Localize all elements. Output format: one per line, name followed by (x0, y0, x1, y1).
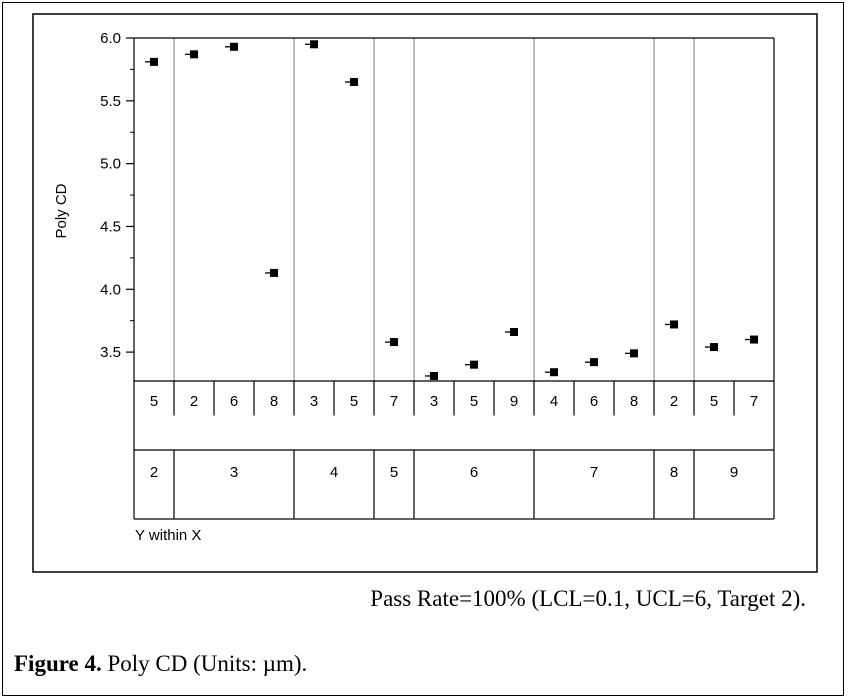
figure-caption: Figure 4. Poly CD (Units: µm). (14, 651, 307, 677)
data-point (190, 50, 198, 59)
x-axis-title: Y within X (135, 527, 201, 544)
data-point (630, 349, 638, 358)
data-point (550, 368, 558, 377)
x-cell-label: 8 (670, 464, 678, 481)
plot-area: 6.0 5.5 5.0 4.5 4.0 3.5 5 2 6 8 3 5 7 3 5 9 4 6 8 2 5 7 2 3 4 5 6 7… (100, 30, 775, 520)
y-cell-label: 4 (550, 393, 558, 410)
y-cell-label: 7 (750, 393, 758, 410)
y-cell-label: 3 (430, 393, 438, 410)
y-cell-label: 8 (270, 393, 278, 410)
y-cell-label: 5 (710, 393, 718, 410)
y-tick-label: 4.5 (100, 218, 121, 235)
y-cell-label: 6 (590, 393, 598, 410)
data-point (390, 338, 398, 347)
y-cell-label: 2 (190, 393, 198, 410)
y-tick-label: 5.0 (100, 156, 121, 173)
y-cell-label: 5 (150, 393, 158, 410)
y-cell-label: 9 (510, 393, 518, 410)
x-cell-label: 9 (730, 464, 738, 481)
x-cell-label: 5 (390, 464, 398, 481)
y-tick-label: 3.5 (100, 344, 121, 361)
x-cell-label: 3 (230, 464, 238, 481)
y-axis-title: Poly CD (53, 183, 70, 238)
data-point (310, 40, 318, 49)
y-cell-label: 5 (350, 393, 358, 410)
y-cell-label: 8 (630, 393, 638, 410)
y-tick-label: 4.0 (100, 281, 121, 298)
data-point (470, 360, 478, 369)
data-point (670, 320, 678, 329)
figure-caption-text: Poly CD (Units: µm). (101, 651, 308, 676)
data-point (590, 358, 598, 367)
data-point (510, 328, 518, 336)
data-point (710, 343, 718, 352)
x-cell-label: 4 (330, 464, 338, 481)
x-cell-label: 2 (150, 464, 158, 481)
data-point (350, 77, 358, 86)
data-point (230, 42, 238, 51)
chart-border (32, 13, 818, 573)
y-tick-label: 5.5 (100, 93, 121, 110)
figure-label: Figure 4. (14, 651, 102, 676)
pass-rate-note: Pass Rate=100% (LCL=0.1, UCL=6, Target 2… (370, 586, 806, 611)
y-cell-label: 7 (390, 393, 398, 410)
data-point (750, 335, 758, 344)
y-tick-label: 6.0 (100, 30, 121, 47)
y-cell-label: 3 (310, 393, 318, 410)
y-cell-label: 2 (670, 393, 678, 410)
y-cell-label: 5 (470, 393, 478, 410)
data-point (270, 268, 278, 277)
x-cell-label: 7 (590, 464, 598, 481)
data-point (430, 371, 438, 380)
x-cell-label: 6 (470, 464, 478, 481)
y-cell-label: 6 (230, 393, 238, 410)
data-point (150, 57, 158, 66)
